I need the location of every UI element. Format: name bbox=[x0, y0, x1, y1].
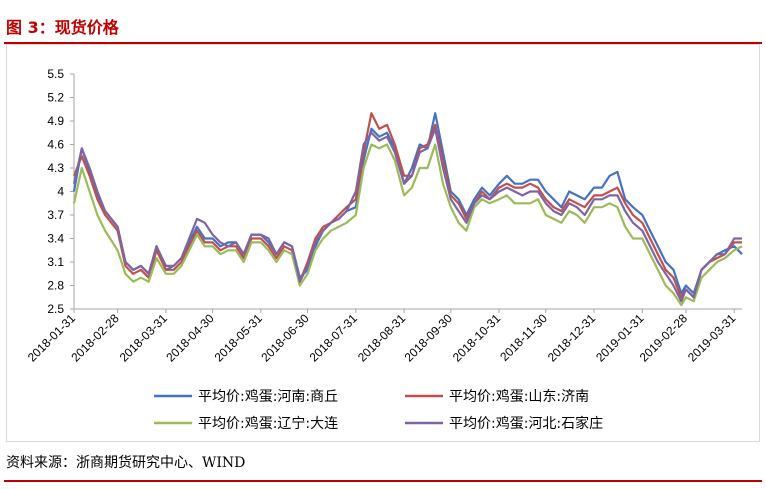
y-axis: 5.5 5.2 4.9 4.6 4.3 4 3.7 3.4 3.1 2.8 2.5 bbox=[47, 67, 75, 316]
y-tick-label: 4.6 bbox=[47, 138, 64, 152]
x-tick-label: 2019-02-28 bbox=[637, 311, 691, 365]
legend-label-1: 平均价:鸡蛋:河南:商丘 bbox=[198, 388, 338, 405]
series-line-3 bbox=[72, 143, 743, 307]
legend-label-2: 平均价:鸡蛋:山东:济南 bbox=[449, 388, 589, 405]
y-tick-label: 4.3 bbox=[47, 161, 64, 175]
x-tick-label: 2018-06-30 bbox=[258, 311, 312, 365]
x-tick-label: 2018-12-31 bbox=[545, 311, 599, 365]
x-tick-label: 2018-10-31 bbox=[450, 311, 504, 365]
figure-title: 图 3：现货价格 bbox=[6, 18, 119, 37]
y-tick-label: 4.9 bbox=[47, 114, 64, 128]
top-rule bbox=[4, 42, 762, 44]
bottom-rule bbox=[4, 480, 762, 482]
y-tick-label: 2.8 bbox=[47, 279, 64, 293]
series-line-2 bbox=[72, 112, 742, 299]
x-axis: 2018-01-312018-02-282018-03-312018-04-30… bbox=[25, 308, 742, 365]
x-tick-label: 2018-11-30 bbox=[497, 311, 550, 364]
x-tick-label: 2018-02-28 bbox=[68, 311, 122, 365]
y-tick-label: 4 bbox=[57, 185, 64, 199]
x-tick-label: 2018-07-31 bbox=[307, 311, 361, 365]
y-tick-label: 3.7 bbox=[47, 208, 64, 222]
y-tick-label: 5.2 bbox=[47, 91, 64, 105]
y-tick-label: 2.5 bbox=[47, 302, 64, 316]
x-tick-label: 2018-08-31 bbox=[355, 311, 409, 365]
series-line-1 bbox=[72, 112, 743, 295]
x-tick-label: 2019-03-31 bbox=[685, 311, 739, 365]
series-line-4 bbox=[72, 127, 742, 303]
x-tick-label: 2018-05-31 bbox=[212, 311, 266, 365]
legend-label-4: 平均价:鸡蛋:河北:石家庄 bbox=[449, 415, 603, 432]
y-tick-label: 5.5 bbox=[47, 67, 64, 81]
x-tick-label: 2018-09-30 bbox=[402, 311, 456, 365]
chart-frame bbox=[6, 44, 760, 442]
series-lines bbox=[72, 112, 743, 307]
legend-label-3: 平均价:鸡蛋:辽宁:大连 bbox=[198, 415, 338, 432]
y-tick-label: 3.1 bbox=[47, 255, 64, 269]
y-tick-label: 3.4 bbox=[47, 232, 64, 246]
source-note: 资料来源：浙商期货研究中心、WIND bbox=[6, 455, 246, 471]
x-tick-label: 2018-04-30 bbox=[163, 311, 217, 365]
x-tick-label: 2018-03-31 bbox=[117, 311, 171, 365]
